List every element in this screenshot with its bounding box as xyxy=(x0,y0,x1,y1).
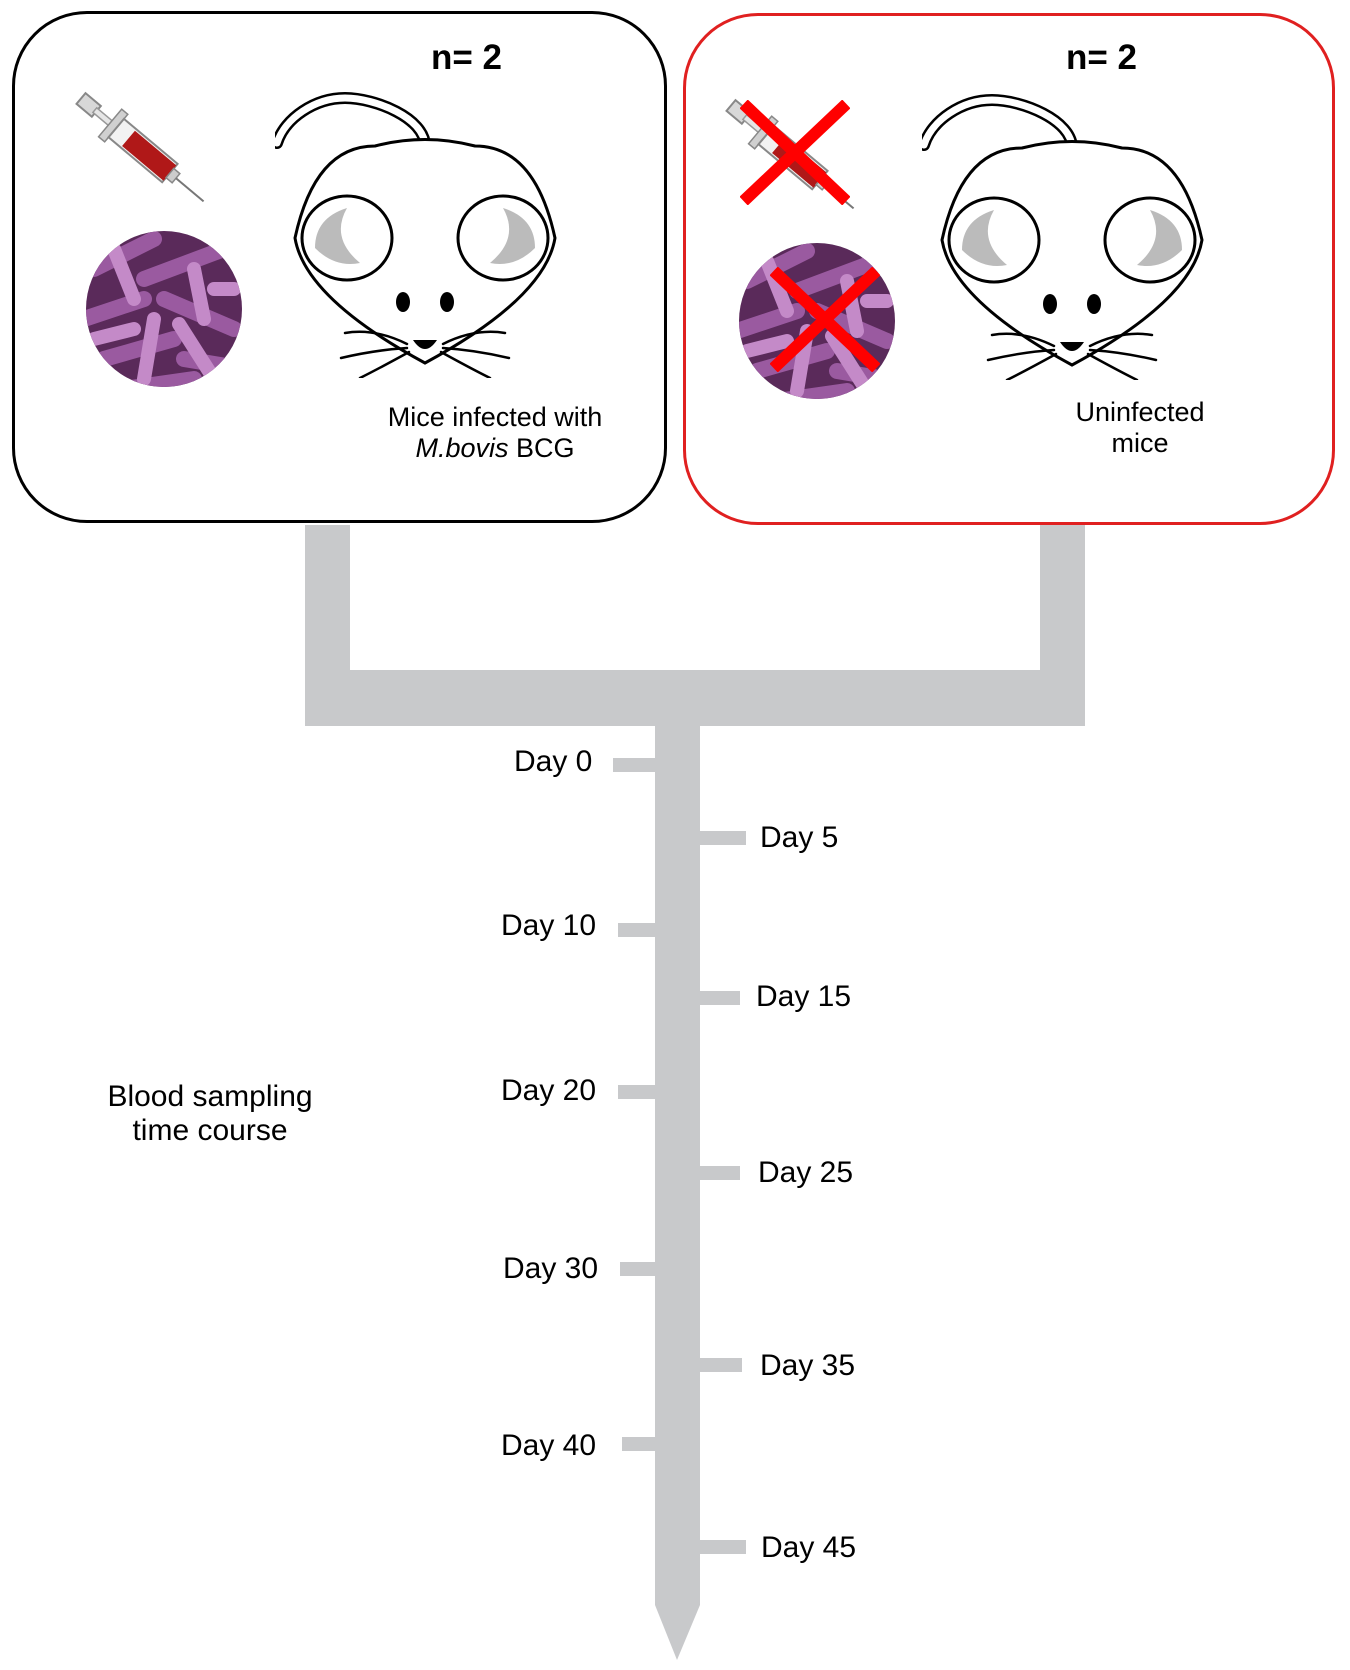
timeline-axis xyxy=(655,720,700,1660)
tick-day-20 xyxy=(618,1085,657,1099)
red-cross-icon xyxy=(740,100,850,205)
tick-day-10 xyxy=(618,923,657,937)
red-cross-icon xyxy=(770,267,880,372)
tick-day-25 xyxy=(698,1166,740,1180)
syringe-icon xyxy=(75,91,205,203)
day-label-20: Day 20 xyxy=(501,1074,597,1107)
timeline-title-line1: Blood sampling xyxy=(107,1080,313,1113)
day-label-15: Day 15 xyxy=(756,980,852,1013)
uninfected-caption-line2: mice xyxy=(1111,428,1169,458)
infected-caption-species: M.bovis xyxy=(415,433,509,463)
tick-day-35 xyxy=(698,1358,742,1372)
day-label-5: Day 5 xyxy=(760,821,839,854)
bacteria-icon xyxy=(86,231,242,387)
infected-caption-line1: Mice infected with xyxy=(387,402,603,432)
uninfected-n-label: n= 2 xyxy=(1066,38,1138,77)
tick-day-15 xyxy=(698,991,740,1005)
day-label-45: Day 45 xyxy=(761,1531,857,1564)
infected-caption-strain: BCG xyxy=(516,433,575,463)
uninfected-caption-line1: Uninfected xyxy=(1075,397,1205,427)
tick-day-40 xyxy=(622,1437,657,1451)
mouse-icon xyxy=(922,93,1204,380)
mouse-icon xyxy=(275,91,557,378)
tick-day-45 xyxy=(698,1540,746,1554)
branch-horizontal xyxy=(305,670,1085,726)
uninfected-caption: Uninfected mice xyxy=(1040,397,1240,459)
day-label-30: Day 30 xyxy=(503,1252,599,1285)
day-label-40: Day 40 xyxy=(501,1429,597,1462)
tick-day-5 xyxy=(698,831,746,845)
tick-day-30 xyxy=(620,1262,657,1276)
infected-caption: Mice infected with M.bovis BCG xyxy=(345,402,645,464)
infected-n-label: n= 2 xyxy=(431,38,503,77)
day-label-25: Day 25 xyxy=(758,1156,854,1189)
timeline-title-line2: time course xyxy=(132,1114,288,1147)
day-label-35: Day 35 xyxy=(760,1349,856,1382)
day-label-0: Day 0 xyxy=(514,745,593,778)
tick-day-0 xyxy=(613,758,657,772)
day-label-10: Day 10 xyxy=(501,909,597,942)
timeline-title: Blood sampling time course xyxy=(60,1080,360,1148)
